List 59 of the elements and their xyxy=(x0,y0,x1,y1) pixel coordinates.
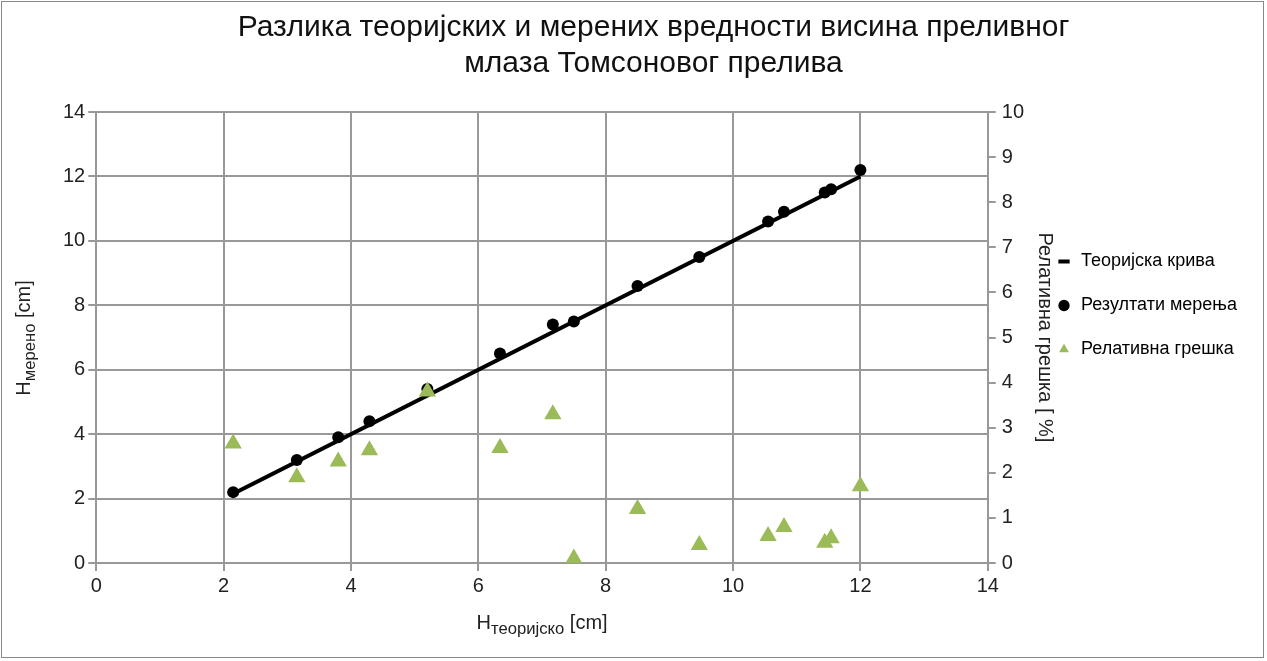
point xyxy=(363,415,376,428)
x-tick-label: 2 xyxy=(218,573,230,596)
x-tick-label: 14 xyxy=(976,573,999,596)
y2-axis-title: Релативна грешка [ %] xyxy=(1033,232,1057,443)
x-tick-label: 0 xyxy=(90,573,102,596)
point xyxy=(693,250,706,263)
y2-tick-label: 9 xyxy=(1001,144,1013,167)
y-tick-label: 0 xyxy=(74,550,86,573)
y2-tick-label: 1 xyxy=(1001,505,1013,528)
point xyxy=(825,183,838,196)
x-tick-label: 12 xyxy=(849,573,872,596)
y-tick-label: 2 xyxy=(74,486,86,509)
x-axis-title: H$_{теоријско}$ [cm] xyxy=(476,611,608,639)
point xyxy=(329,451,347,467)
point xyxy=(493,347,506,360)
point xyxy=(775,516,793,532)
point xyxy=(777,205,790,218)
y2-tick-label: 2 xyxy=(1001,460,1013,483)
y-tick-label: 12 xyxy=(63,163,86,186)
legend-label: Теоријска крива xyxy=(1081,250,1216,271)
point xyxy=(851,476,870,492)
point xyxy=(224,433,242,449)
y2-tick-label: 3 xyxy=(1001,415,1013,438)
x-tick-label: 10 xyxy=(721,573,745,596)
point xyxy=(567,315,580,328)
point xyxy=(762,215,775,228)
text: млаза Томсоновог прелива xyxy=(464,45,843,79)
point xyxy=(491,438,509,453)
y-tick-label: 10 xyxy=(63,228,86,251)
legend-label: Резултати мерења xyxy=(1081,294,1238,315)
point xyxy=(332,431,345,444)
x-tick-label: 6 xyxy=(472,573,484,596)
point xyxy=(544,404,562,420)
point xyxy=(854,163,867,176)
point xyxy=(360,440,379,456)
point xyxy=(759,525,777,541)
point xyxy=(690,534,708,550)
legend-label: Релативна грешка xyxy=(1081,338,1235,359)
point xyxy=(227,486,240,499)
point xyxy=(628,498,647,514)
y2-tick-label: 8 xyxy=(1001,189,1013,212)
y2-tick-label: 5 xyxy=(1001,325,1013,348)
y2-tick-label: 7 xyxy=(1001,234,1013,257)
y-tick-label: 14 xyxy=(63,99,86,122)
x-tick-label: 4 xyxy=(345,573,357,596)
point xyxy=(290,453,303,466)
point xyxy=(546,318,559,331)
y2-tick-label: 0 xyxy=(1001,550,1013,573)
y2-tick-label: 4 xyxy=(1001,370,1013,393)
y-tick-label: 6 xyxy=(74,357,86,380)
y2-tick-label: 6 xyxy=(1001,279,1013,302)
y-tick-label: 4 xyxy=(74,421,86,444)
y-tick-label: 8 xyxy=(74,292,86,315)
x-tick-label: 8 xyxy=(600,573,612,596)
point xyxy=(631,279,644,292)
point xyxy=(565,548,583,563)
y2-tick-label: 10 xyxy=(1001,99,1025,122)
point xyxy=(288,467,306,483)
text: Разлика теоријских и мерених вредности висина преливног xyxy=(237,9,1070,43)
